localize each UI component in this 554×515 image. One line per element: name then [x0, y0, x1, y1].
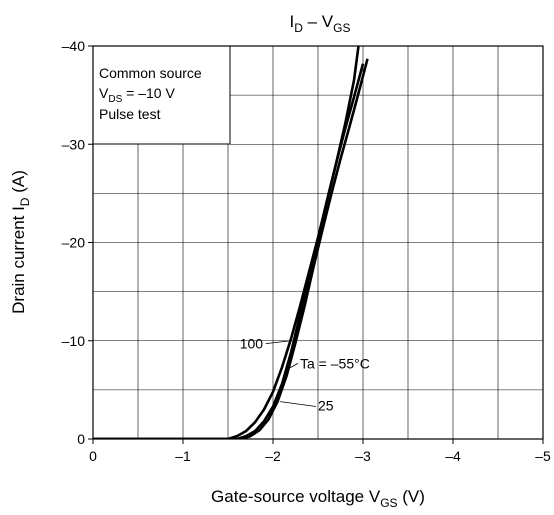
condition-vds-rest: = –10 V [122, 85, 175, 101]
condition-vds: VDS = –10 V [99, 85, 175, 105]
x-tick-label: –1 [175, 448, 191, 464]
series-line-1 [93, 63, 365, 439]
conditions-box: Common source VDS = –10 V Pulse test [92, 45, 231, 145]
plot-frame [92, 45, 544, 440]
x-axis-label-unit: (V) [398, 487, 425, 506]
y-tick-label: 0 [77, 431, 85, 447]
series-lines [93, 46, 369, 439]
chart-title-sub2: GS [333, 21, 350, 35]
y-axis-label-main: Drain current I [9, 206, 28, 314]
x-axis-label: Gate-source voltage VGS (V) [211, 487, 425, 510]
condition-vds-main: V [99, 85, 109, 101]
x-axis-label-sub: GS [380, 496, 397, 510]
chart-title: ID – VGS [290, 12, 351, 35]
x-tick-label: –2 [265, 448, 281, 464]
x-axis-label-main: Gate-source voltage V [211, 487, 381, 506]
chart-title-sub1: D [294, 21, 303, 35]
annotation-leader [265, 340, 292, 345]
series-annotation-label: 25 [318, 398, 334, 414]
y-tick-label: –10 [62, 333, 86, 349]
y-tick-labels: 0 –10 –20 –30 –40 [62, 38, 93, 447]
chart-title-mid: – V [303, 12, 334, 31]
y-axis-label-sub: D [18, 197, 32, 206]
series-annotation-label: 100 [240, 336, 264, 352]
x-tick-label: –4 [445, 448, 461, 464]
x-tick-label: 0 [89, 448, 97, 464]
annotation-leader [289, 362, 299, 369]
y-tick-label: –20 [62, 235, 86, 251]
condition-vds-sub: DS [108, 94, 122, 105]
x-tick-label: –5 [535, 448, 551, 464]
x-tick-label: –3 [355, 448, 371, 464]
y-tick-label: –40 [62, 38, 86, 54]
condition-pulse-test: Pulse test [99, 106, 161, 122]
chart-title-main: I [290, 12, 295, 31]
annotation-leader [280, 401, 317, 407]
series-annotations: 100 Ta = –55°C 25 [240, 336, 370, 414]
y-tick-label: –30 [62, 136, 86, 152]
y-axis-label-unit: (A) [9, 170, 28, 197]
condition-common-source: Common source [99, 65, 202, 81]
series-annotation-label: Ta = –55°C [300, 355, 370, 371]
y-axis-label: Drain current ID (A) [9, 170, 32, 314]
x-tick-labels: 0 –1 –2 –3 –4 –5 [89, 439, 551, 464]
series-line-2 [93, 58, 369, 439]
